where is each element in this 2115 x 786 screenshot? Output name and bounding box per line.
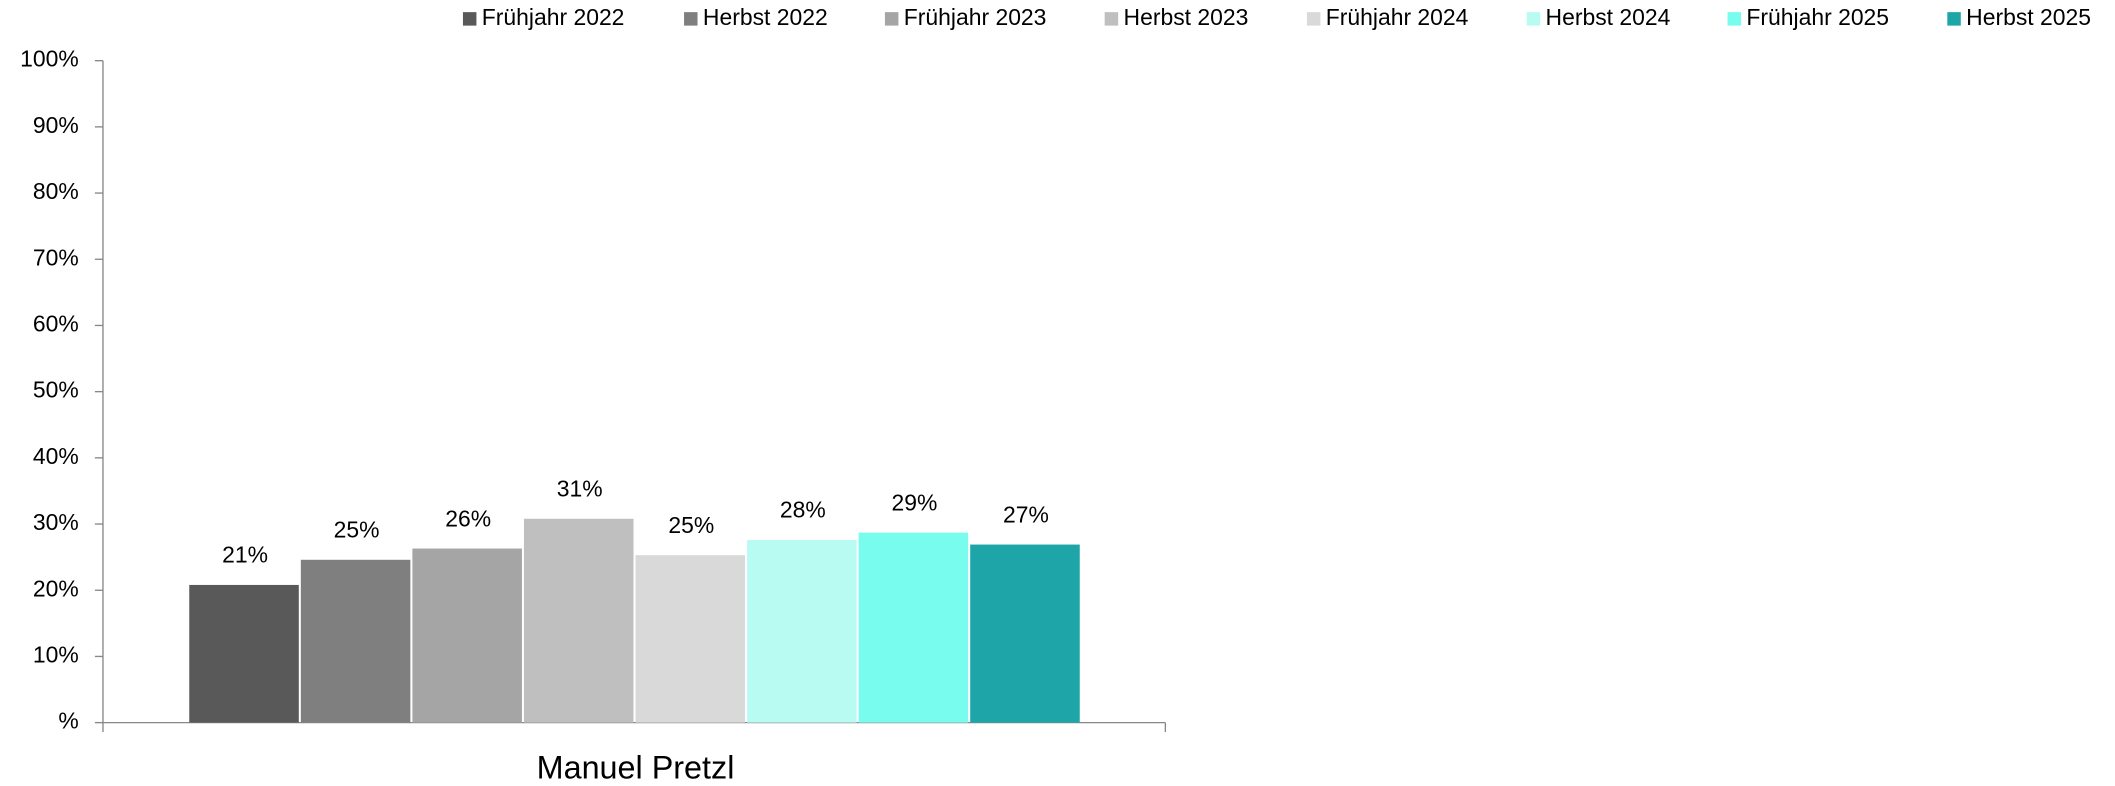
y-tick-label: 100% bbox=[20, 46, 79, 72]
y-tick-label: 90% bbox=[33, 112, 79, 138]
y-tick-label: 60% bbox=[33, 311, 79, 337]
legend-label: Frühjahr 2022 bbox=[482, 4, 625, 30]
legend-label: Herbst 2022 bbox=[703, 4, 828, 30]
x-tick-label: Manuel Pretzl bbox=[537, 749, 735, 785]
legend-label: Herbst 2024 bbox=[1546, 4, 1671, 30]
legend-swatch bbox=[1104, 12, 1119, 26]
legend-swatch bbox=[462, 12, 477, 26]
legend-swatch bbox=[684, 12, 698, 26]
legend-label: Frühjahr 2025 bbox=[1746, 4, 1889, 30]
data-label: 25% bbox=[334, 517, 380, 543]
legend-label: Frühjahr 2023 bbox=[904, 4, 1047, 30]
data-label: 25% bbox=[668, 512, 714, 538]
data-label: 21% bbox=[222, 542, 268, 568]
legend-swatch bbox=[1306, 12, 1321, 26]
legend-swatch bbox=[1526, 12, 1541, 26]
bar bbox=[189, 584, 299, 723]
legend-swatch bbox=[884, 12, 899, 26]
bar bbox=[970, 544, 1080, 723]
data-label: 27% bbox=[1003, 501, 1049, 527]
y-tick-label: 20% bbox=[33, 575, 79, 601]
legend-swatch bbox=[1947, 12, 1961, 26]
data-label: 31% bbox=[557, 475, 603, 501]
y-tick-label: 50% bbox=[33, 377, 79, 403]
data-label: 26% bbox=[445, 505, 491, 531]
legend-label: Herbst 2023 bbox=[1124, 4, 1249, 30]
bar bbox=[523, 518, 634, 723]
y-tick-label: 40% bbox=[33, 443, 79, 469]
y-tick-label: 80% bbox=[33, 178, 79, 204]
bar bbox=[858, 532, 969, 723]
bar bbox=[300, 559, 411, 723]
y-tick-label: 10% bbox=[33, 641, 79, 667]
y-tick-label: % bbox=[58, 708, 78, 734]
legend-label: Frühjahr 2024 bbox=[1326, 4, 1469, 30]
bar bbox=[635, 555, 746, 723]
bar bbox=[412, 548, 522, 723]
data-label: 28% bbox=[780, 497, 826, 523]
bar bbox=[747, 539, 857, 723]
y-tick-label: 70% bbox=[33, 244, 79, 270]
y-tick-label: 30% bbox=[33, 509, 79, 535]
legend-swatch bbox=[1727, 12, 1742, 26]
data-label: 29% bbox=[891, 489, 937, 515]
legend-label: Herbst 2025 bbox=[1966, 4, 2091, 30]
